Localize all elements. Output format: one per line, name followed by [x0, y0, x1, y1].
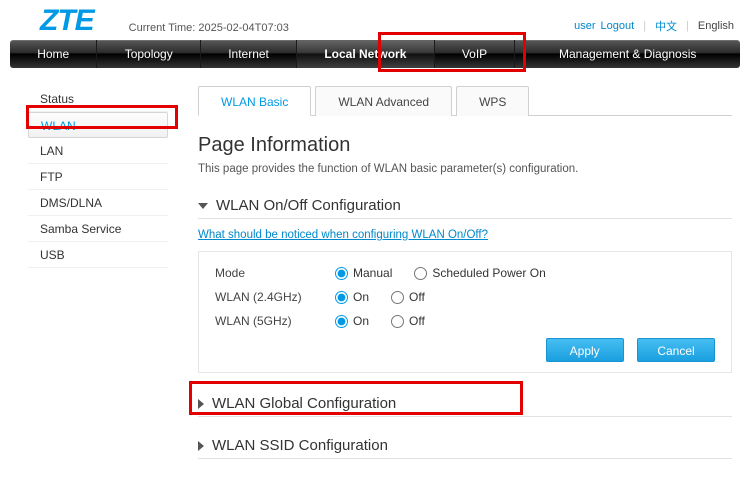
sidebar-item-wlan[interactable]: WLAN — [28, 112, 168, 138]
radio-option-off[interactable]: Off — [391, 290, 425, 304]
page-description: This page provides the function of WLAN … — [198, 163, 732, 175]
radio-option-on[interactable]: On — [335, 290, 369, 304]
page-title: Page Information — [198, 134, 732, 157]
radio-option-on[interactable]: On — [335, 314, 369, 328]
radio-group: Manual Scheduled Power On — [335, 266, 562, 280]
chevron-down-icon — [198, 203, 208, 209]
form-row-wlan24: WLAN (2.4GHz) On Off — [215, 290, 715, 304]
nav-item-home[interactable]: Home — [10, 40, 97, 68]
radio-group: On Off — [335, 290, 441, 304]
current-time: Current Time: 2025-02-04T07:03 — [129, 22, 289, 34]
nav-item-internet[interactable]: Internet — [201, 40, 297, 68]
nav-item-local-network[interactable]: Local Network — [297, 40, 434, 68]
nav-item-management-diagnosis[interactable]: Management & Diagnosis — [515, 40, 740, 68]
section-onoff-header[interactable]: WLAN On/Off Configuration — [198, 197, 732, 219]
apply-button[interactable]: Apply — [546, 338, 624, 362]
radio-input[interactable] — [335, 315, 348, 328]
radio-group: On Off — [335, 314, 441, 328]
logout-link[interactable]: Logout — [601, 20, 635, 32]
lang-cn-link[interactable]: 中文 — [655, 18, 677, 34]
current-time-value: 2025-02-04T07:03 — [198, 22, 289, 34]
sidebar-item-ftp[interactable]: FTP — [28, 164, 168, 190]
chevron-right-icon — [198, 399, 204, 409]
form-label: WLAN (2.4GHz) — [215, 290, 335, 304]
radio-label: Scheduled Power On — [432, 266, 545, 280]
section-ssid-header[interactable]: WLAN SSID Configuration — [198, 437, 732, 459]
nav-item-topology[interactable]: Topology — [97, 40, 201, 68]
separator: | — [686, 20, 689, 32]
tab-wps[interactable]: WPS — [456, 86, 529, 116]
sidebar-item-usb[interactable]: USB — [28, 242, 168, 268]
brand-logo: ZTE — [40, 4, 94, 38]
section-onoff-title: WLAN On/Off Configuration — [216, 197, 401, 214]
sidebar-item-dms-dlna[interactable]: DMS/DLNA — [28, 190, 168, 216]
form-label: Mode — [215, 266, 335, 280]
sidebar-item-samba-service[interactable]: Samba Service — [28, 216, 168, 242]
radio-option-off[interactable]: Off — [391, 314, 425, 328]
radio-label: On — [353, 314, 369, 328]
onoff-form: Mode Manual Scheduled Power On WLAN (2.4GHz… — [198, 251, 732, 373]
lang-en-link[interactable]: English — [698, 20, 734, 32]
form-row-mode: Mode Manual Scheduled Power On — [215, 266, 715, 280]
radio-option-manual[interactable]: Manual — [335, 266, 392, 280]
nav-item-voip[interactable]: VoIP — [435, 40, 516, 68]
radio-input[interactable] — [335, 267, 348, 280]
radio-option-scheduled-power-on[interactable]: Scheduled Power On — [414, 266, 545, 280]
form-label: WLAN (5GHz) — [215, 314, 335, 328]
radio-label: Manual — [353, 266, 392, 280]
section-global-title: WLAN Global Configuration — [212, 395, 396, 412]
radio-input[interactable] — [391, 291, 404, 304]
sidebar: StatusWLANLANFTPDMS/DLNASamba ServiceUSB — [28, 86, 168, 459]
radio-input[interactable] — [414, 267, 427, 280]
tab-wlan-basic[interactable]: WLAN Basic — [198, 86, 311, 116]
header-links: user Logout | 中文 | English — [574, 18, 740, 34]
user-link[interactable]: user — [574, 20, 595, 32]
radio-input[interactable] — [335, 291, 348, 304]
section-global-header[interactable]: WLAN Global Configuration — [198, 395, 732, 417]
button-row: Apply Cancel — [215, 338, 715, 362]
tabs: WLAN BasicWLAN AdvancedWPS — [198, 86, 732, 116]
chevron-right-icon — [198, 441, 204, 451]
sidebar-item-status[interactable]: Status — [28, 86, 168, 112]
current-time-label: Current Time: — [129, 22, 199, 34]
radio-label: Off — [409, 314, 425, 328]
sidebar-item-lan[interactable]: LAN — [28, 138, 168, 164]
radio-label: On — [353, 290, 369, 304]
form-row-wlan5: WLAN (5GHz) On Off — [215, 314, 715, 328]
radio-label: Off — [409, 290, 425, 304]
onoff-help-link[interactable]: What should be noticed when configuring … — [198, 229, 488, 241]
separator: | — [643, 20, 646, 32]
cancel-button[interactable]: Cancel — [637, 338, 715, 362]
main-content: WLAN BasicWLAN AdvancedWPS Page Informat… — [198, 86, 740, 459]
tab-wlan-advanced[interactable]: WLAN Advanced — [315, 86, 452, 116]
section-ssid-title: WLAN SSID Configuration — [212, 437, 388, 454]
radio-input[interactable] — [391, 315, 404, 328]
main-nav: HomeTopologyInternetLocal NetworkVoIPMan… — [10, 40, 740, 68]
